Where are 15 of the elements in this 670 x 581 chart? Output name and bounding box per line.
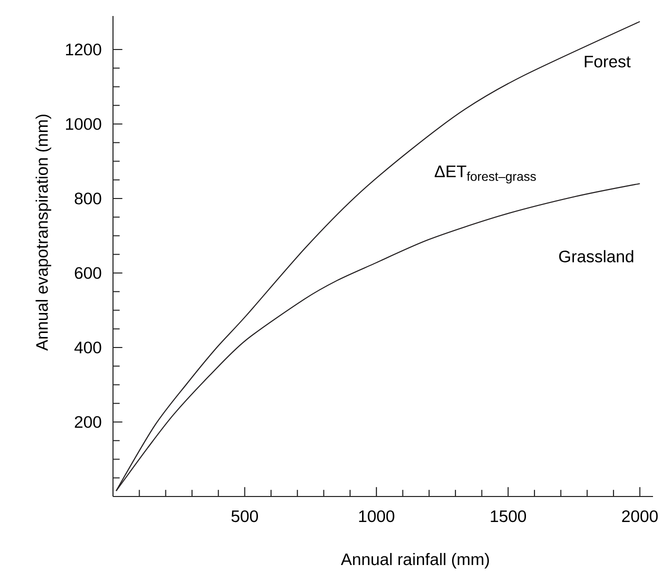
y-tick-label: 1200 xyxy=(66,44,102,56)
x-axis-title: Annual rainfall (mm) xyxy=(340,552,489,569)
y-tick-label: 800 xyxy=(74,192,102,204)
y-axis-title: Annual evapotranspiration (mm) xyxy=(36,114,52,351)
annotation: Grassland xyxy=(559,250,634,262)
x-tick-label: 2000 xyxy=(622,510,658,522)
annotation: Forest xyxy=(584,56,631,68)
x-tick-label: 1000 xyxy=(359,510,394,522)
y-tick-label: 1000 xyxy=(66,118,102,130)
y-tick-label: 200 xyxy=(74,416,102,428)
annotation: $\hbox{ΔET}_{\hbox{\fontsize{9.5}{11}\selectfont forest–grass}}$ xyxy=(434,166,536,184)
x-tick-label: 1500 xyxy=(490,510,526,522)
x-tick-label: 500 xyxy=(231,510,258,522)
y-tick-label: 400 xyxy=(74,342,102,354)
y-tick-label: 600 xyxy=(74,267,102,279)
